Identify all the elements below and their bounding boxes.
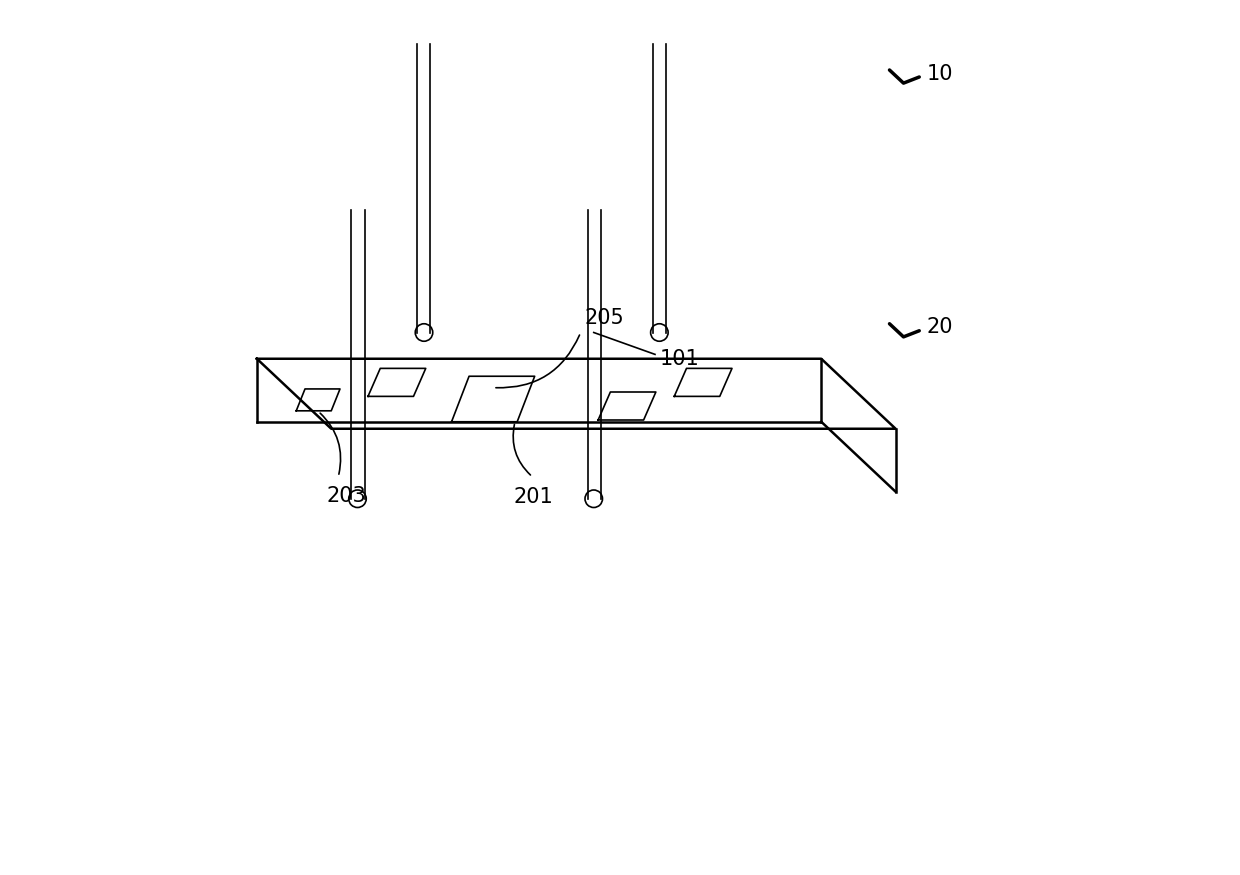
Text: 10: 10	[926, 64, 952, 83]
Text: 203: 203	[327, 486, 367, 506]
Text: 20: 20	[926, 318, 952, 337]
Text: 201: 201	[513, 487, 553, 508]
Text: 101: 101	[660, 349, 699, 368]
Text: 205: 205	[585, 308, 625, 328]
